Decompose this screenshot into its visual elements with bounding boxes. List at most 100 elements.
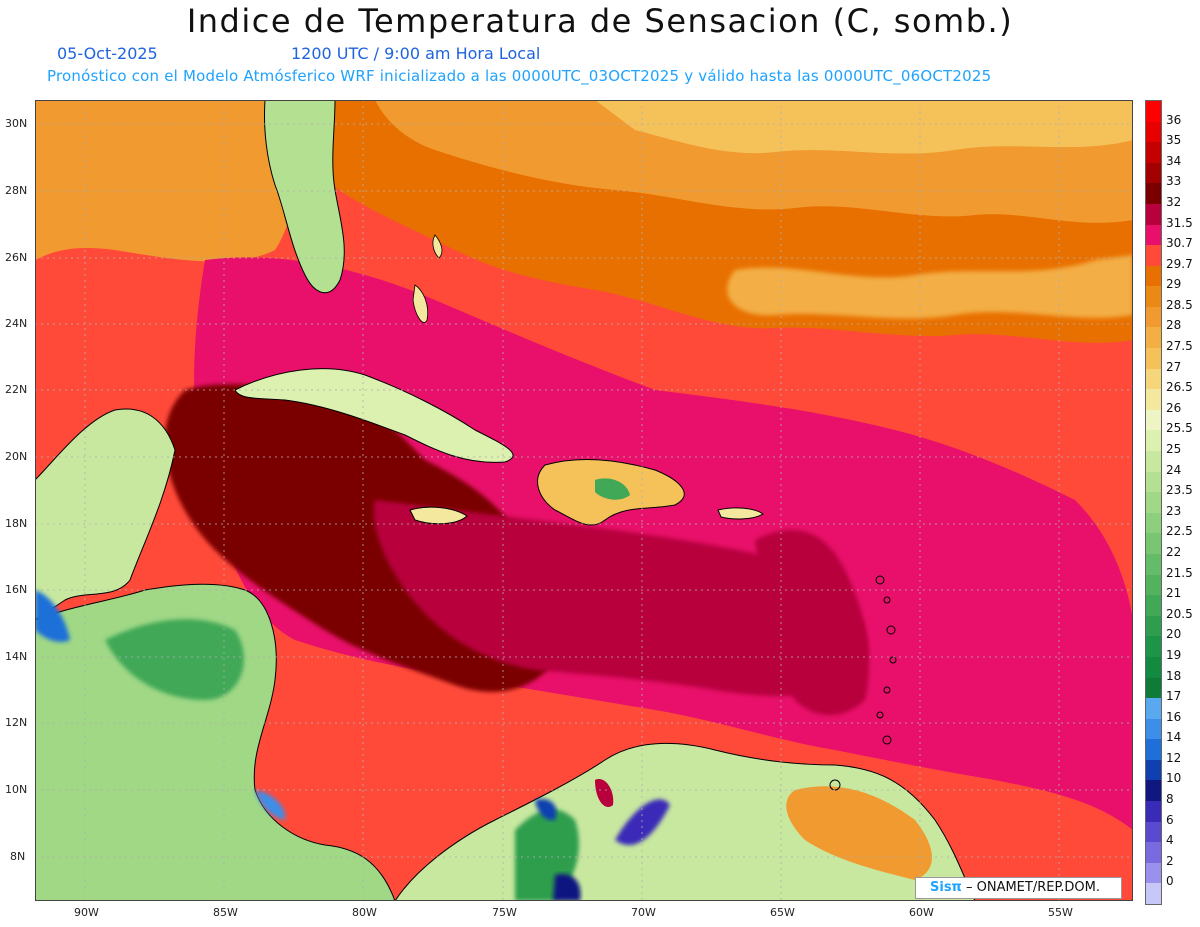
model-info-line: Pronóstico con el Modelo Atmósferico WRF… [47, 67, 992, 85]
colorbar-tick-label: 20.5 [1166, 606, 1193, 621]
colorbar-cell [1146, 348, 1161, 370]
lat-label: 8N [10, 850, 26, 863]
colorbar-cell [1146, 224, 1161, 246]
lat-label: 28N [5, 184, 28, 197]
costa-rica-cold-spot [255, 790, 286, 820]
lat-label: 30N [5, 117, 28, 130]
colorbar-tick-label: 30.7 [1166, 236, 1193, 251]
colorbar-tick-label: 28 [1166, 318, 1182, 333]
colorbar-cell [1146, 265, 1161, 287]
colorbar-tick-label: 2 [1166, 853, 1174, 868]
lat-label: 20N [5, 450, 28, 463]
colorbar-tick-label: 18 [1166, 668, 1182, 683]
colorbar-tick-label: 27 [1166, 359, 1182, 374]
south-america-orange-lowlands [786, 786, 932, 880]
lat-label: 12N [5, 716, 28, 729]
colorbar-cell [1146, 101, 1161, 123]
lat-label: 18N [5, 517, 28, 530]
colorbar-cell [1146, 636, 1161, 658]
colorbar-tick-label: 34 [1166, 153, 1182, 168]
colorbar-cell [1146, 471, 1161, 493]
colorbar-tick-label: 0 [1166, 874, 1174, 889]
colorbar-tick-label: 25 [1166, 442, 1182, 457]
lat-label: 16N [5, 583, 28, 596]
gulf-orange-zone [35, 100, 315, 262]
credit-text: – ONAMET/REP.DOM. [965, 880, 1101, 895]
colorbar-tick-label: 33 [1166, 174, 1182, 189]
bahamas-island [412, 284, 429, 323]
cuba-island [234, 368, 514, 463]
colorbar-tick-label: 24 [1166, 462, 1182, 477]
colorbar-cell [1146, 801, 1161, 823]
colorbar-tick-label: 17 [1166, 689, 1182, 704]
sispi-logo-text: Sisπ [930, 880, 962, 895]
lat-label: 10N [5, 783, 28, 796]
colorbar-tick-label: 6 [1166, 812, 1174, 827]
colorbar-cell [1146, 409, 1161, 431]
colorbar-tick-label: 32 [1166, 194, 1182, 209]
colorbar-cell [1146, 595, 1161, 617]
graticule [35, 100, 1133, 901]
lon-label: 90W [74, 906, 99, 919]
colorbar-tick-label: 12 [1166, 750, 1182, 765]
colorbar-cell [1146, 656, 1161, 678]
colorbar-tick-label: 10 [1166, 771, 1182, 786]
colorbar-cell [1146, 739, 1161, 761]
colorbar-tick-label: 31.5 [1166, 215, 1193, 230]
colorbar-tick-label: 21 [1166, 586, 1182, 601]
colorbar-cell [1146, 883, 1161, 905]
colorbar-cell [1146, 512, 1161, 534]
forecast-time: 1200 UTC / 9:00 am Hora Local [291, 44, 541, 63]
florida-peninsula [264, 100, 345, 293]
colorbar-cell [1146, 698, 1161, 720]
colorbar-tick-label: 22 [1166, 544, 1182, 559]
forecast-date: 05-Oct-2025 [57, 44, 158, 63]
colorbar-cell [1146, 780, 1161, 802]
hispaniola-highlands [595, 478, 630, 500]
yucatan-peninsula [35, 408, 176, 621]
colombia-cold-spot [553, 874, 581, 901]
colorbar-cell [1146, 842, 1161, 864]
lon-label: 65W [770, 906, 795, 919]
lon-label: 70W [631, 906, 656, 919]
colorbar-tick-label: 23 [1166, 503, 1182, 518]
colorbar [1145, 100, 1162, 905]
lon-label: 60W [909, 906, 934, 919]
colorbar-cell [1146, 574, 1161, 596]
colorbar-tick-label: 21.5 [1166, 565, 1193, 580]
eastern-caribbean-crimson [755, 530, 869, 715]
central-america-highlands [105, 619, 244, 700]
colorbar-cell [1146, 677, 1161, 699]
colorbar-tick-label: 26.5 [1166, 380, 1193, 395]
colorbar-tick-label: 36 [1166, 112, 1182, 127]
subtropical-cloud-band [727, 255, 1133, 319]
colorbar-tick-label: 20 [1166, 627, 1182, 642]
colorbar-cell [1146, 389, 1161, 411]
colorbar-tick-label: 27.5 [1166, 339, 1193, 354]
colorbar-cell [1146, 718, 1161, 740]
colorbar-tick-label: 29 [1166, 277, 1182, 292]
colorbar-cell [1146, 121, 1161, 143]
colorbar-tick-label: 22.5 [1166, 524, 1193, 539]
colorbar-cell [1146, 430, 1161, 452]
colorbar-cell [1146, 759, 1161, 781]
colorbar-cell [1146, 245, 1161, 267]
colorbar-cell [1146, 142, 1161, 164]
andes-cold-spot [535, 799, 557, 821]
colorbar-cell [1146, 327, 1161, 349]
colorbar-cell [1146, 183, 1161, 205]
guatemala-cold-spot [35, 590, 70, 642]
colorbar-cell [1146, 451, 1161, 473]
lon-label: 75W [492, 906, 517, 919]
colorbar-tick-label: 8 [1166, 792, 1174, 807]
lat-label: 22N [5, 383, 28, 396]
colorbar-cell [1146, 286, 1161, 308]
colorbar-tick-label: 26 [1166, 400, 1182, 415]
lesser-antilles [829, 575, 897, 791]
colorbar-tick-label: 4 [1166, 833, 1174, 848]
lon-label: 80W [352, 906, 377, 919]
colorbar-tick-label: 19 [1166, 647, 1182, 662]
colorbar-tick-label: 23.5 [1166, 483, 1193, 498]
heat-index-map [35, 100, 1133, 901]
colorbar-cell [1146, 368, 1161, 390]
